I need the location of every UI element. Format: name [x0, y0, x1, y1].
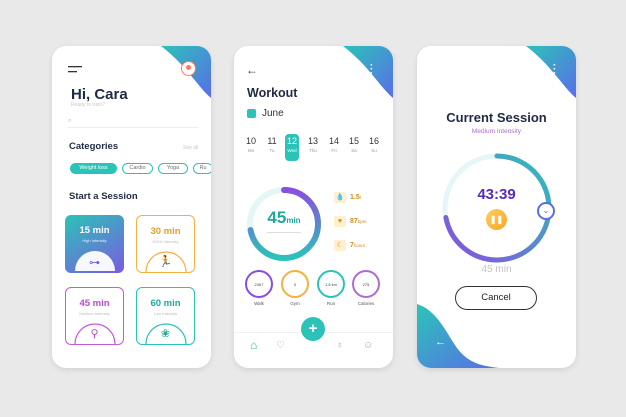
page-title: Current Session — [446, 110, 547, 125]
home-icon[interactable]: ⌂ — [250, 338, 258, 352]
session-screen: · · · Current Session Medium Intensity 43:… — [417, 46, 576, 368]
stat-heart: ♥ 87bpm — [334, 216, 367, 227]
categories-title: Categories — [69, 141, 119, 152]
chevron-down-icon[interactable]: ⌄ — [537, 202, 555, 220]
bottom-blob — [417, 304, 499, 368]
avatar[interactable] — [181, 61, 196, 76]
session-label: High Intensity — [82, 238, 107, 243]
chip-running[interactable]: Ru — [193, 163, 211, 174]
session-card-15[interactable]: 15 min High Intensity ⊶ — [65, 215, 124, 273]
profile-icon[interactable]: ☺ — [363, 340, 374, 351]
bike-icon: ⚲ — [90, 328, 99, 340]
water-drop-icon: 💧 — [334, 192, 346, 203]
session-duration: 45 min — [481, 264, 512, 275]
workout-screen: ← · · · Workout June 10 Mo 11 Tu 12 Wed 13 Thu… — [234, 46, 393, 368]
session-time: 60 min — [150, 298, 181, 309]
session-card-60[interactable]: 60 min Low Intensity ❀ — [136, 287, 195, 345]
add-button[interactable]: + — [301, 317, 325, 341]
mini-stat-run[interactable]: 1.6 km Run — [316, 270, 346, 306]
session-label: Low Intensity — [153, 311, 178, 316]
session-card-45[interactable]: 45 min Medium Intensity ⚲ — [65, 287, 124, 345]
greeting-subtitle: Ready to train? — [71, 102, 105, 108]
calendar-day-selected[interactable]: 12 Wed — [285, 134, 299, 161]
dumbbell-icon: ⊶ — [89, 257, 100, 269]
calendar-day[interactable]: 10 Mo — [245, 136, 256, 153]
chip-yoga[interactable]: Yoga — [158, 163, 188, 174]
stat-sleep: ☾ 7hours — [334, 240, 365, 251]
session-timer: 43:39 — [477, 186, 516, 203]
calendar-day[interactable]: 13 Thu — [307, 136, 318, 153]
see-all-link[interactable]: See all — [183, 145, 199, 151]
chip-cardio[interactable]: Cardio — [122, 163, 153, 174]
heart-icon: ♥ — [334, 216, 346, 227]
start-session-title: Start a Session — [69, 191, 138, 202]
corner-blob — [526, 46, 576, 98]
calendar-day[interactable]: 11 Tu — [267, 136, 277, 153]
home-screen: Hi, Cara Ready to train? ⌕ Categories Se… — [52, 46, 211, 368]
session-label: HIGH Intensity — [152, 239, 179, 244]
progress-underline — [267, 232, 301, 233]
search-input[interactable]: ⌕ — [68, 118, 198, 128]
search-icon: ⌕ — [68, 118, 72, 124]
session-time: 30 min — [150, 226, 181, 237]
card-arc — [145, 251, 187, 272]
session-intensity: Medium Intensity — [471, 128, 522, 135]
month-label[interactable]: June — [262, 108, 284, 119]
card-arc — [74, 323, 116, 344]
calendar-day[interactable]: 15 Sa — [348, 136, 359, 153]
cancel-button[interactable]: Cancel — [455, 286, 537, 310]
chip-weight-loss[interactable]: Weight loss — [70, 163, 117, 174]
mini-stat-walk[interactable]: 2367 Walk — [244, 270, 274, 306]
progress-value: 45min — [267, 208, 301, 227]
back-arrow-icon[interactable]: ← — [246, 63, 258, 77]
moon-icon: ☾ — [334, 240, 346, 251]
session-time: 45 min — [79, 298, 110, 309]
calendar-day[interactable]: 14 Fri — [328, 136, 339, 153]
award-icon[interactable]: ♁ — [336, 340, 344, 351]
page-title: Workout — [247, 86, 298, 100]
card-arc — [75, 251, 115, 271]
runner-icon: 🏃 — [158, 256, 173, 268]
more-vertical-icon[interactable]: · · · — [370, 60, 374, 79]
more-vertical-icon[interactable]: · · · — [553, 60, 557, 79]
mini-stat-calories[interactable]: 275 Calories — [351, 270, 381, 306]
session-card-30[interactable]: 30 min HIGH Intensity 🏃 — [136, 215, 195, 273]
pause-button[interactable]: ❚❚ — [486, 209, 507, 230]
calendar-day[interactable]: 16 Su — [368, 136, 379, 153]
workout-progress-ring — [247, 187, 321, 261]
corner-blob — [161, 46, 211, 98]
menu-icon[interactable] — [68, 66, 82, 74]
greeting: Hi, Cara — [71, 86, 128, 103]
stat-water: 💧 1.5l — [334, 192, 361, 203]
calendar-icon — [247, 109, 256, 118]
heart-outline-icon[interactable]: ♡ — [276, 340, 285, 351]
lotus-icon: ❀ — [160, 328, 171, 340]
back-arrow-icon[interactable]: ← — [435, 336, 446, 348]
session-label: Medium Intensity — [79, 311, 110, 316]
card-arc — [145, 323, 187, 344]
session-time: 15 min — [79, 225, 110, 236]
corner-blob — [343, 46, 393, 98]
mini-stat-gym[interactable]: 0 Gym — [280, 270, 310, 306]
